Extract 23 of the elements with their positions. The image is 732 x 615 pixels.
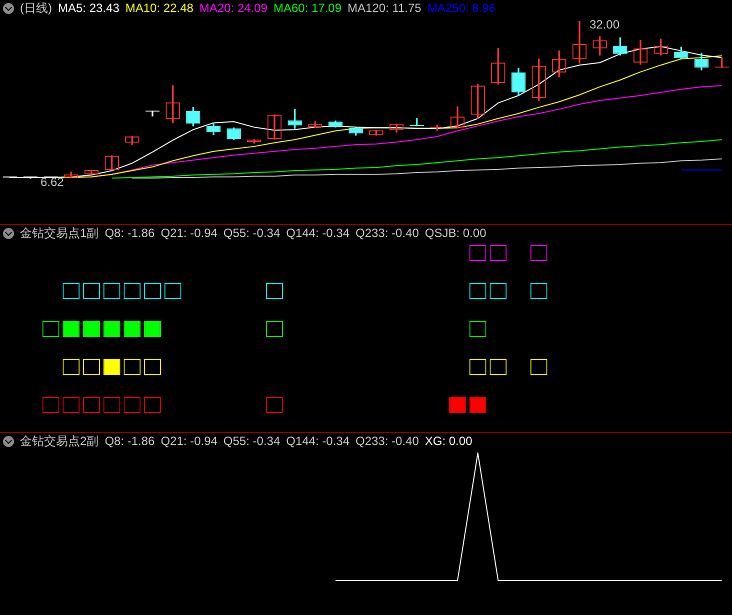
text: MA10: 22.48 xyxy=(125,0,194,17)
text: Q144: -0.34 xyxy=(286,225,350,242)
text: Q55: -0.34 xyxy=(223,225,280,242)
annotation: 6.62 xyxy=(40,174,64,189)
text: MA120: 11.75 xyxy=(348,0,422,17)
chart-title: 金钻交易点1副 xyxy=(20,225,99,242)
annotation: 32.00 xyxy=(590,17,620,32)
text: Q144: -0.34 xyxy=(286,433,350,450)
text: Q55: -0.34 xyxy=(223,433,280,450)
text: Q21: -0.94 xyxy=(160,433,218,450)
text: MA60: 17.09 xyxy=(273,0,342,17)
text: Q8: -1.86 xyxy=(104,225,155,242)
text: Q21: -0.94 xyxy=(160,225,218,242)
text: MA5: 23.43 xyxy=(58,0,120,17)
chart-title: 金钻交易点2副 xyxy=(20,433,99,450)
text: MA20: 24.09 xyxy=(199,0,268,17)
series-label: XG: 0.00 xyxy=(424,433,472,450)
text: QSJB: 0.00 xyxy=(424,225,486,242)
text: Q233: -0.40 xyxy=(356,225,419,242)
text: MA250: 8.96 xyxy=(427,0,496,17)
text: Q8: -1.86 xyxy=(104,433,155,450)
text: Q233: -0.40 xyxy=(356,433,419,450)
chart-title: (日线) xyxy=(20,0,52,17)
